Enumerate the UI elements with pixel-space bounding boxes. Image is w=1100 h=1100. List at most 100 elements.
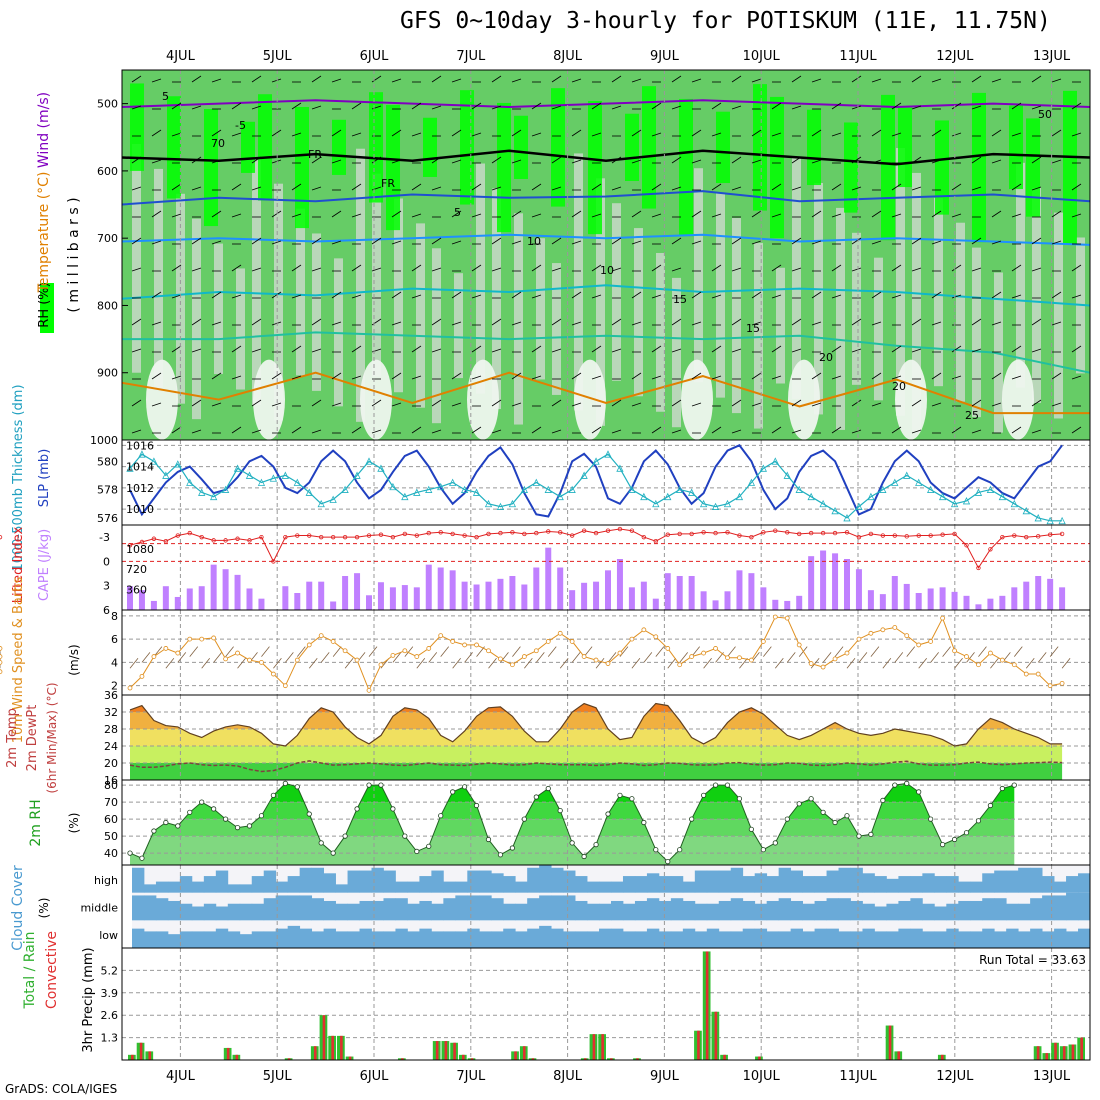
- wind-barb: [611, 75, 622, 83]
- cloud-cell: [694, 870, 708, 893]
- thickness-marker: [413, 488, 421, 496]
- wind-barb: [311, 75, 322, 83]
- wind-barb-10m: [296, 646, 306, 657]
- rh-tick-label: 80: [104, 779, 118, 792]
- rh-wet-band: [460, 90, 474, 205]
- wind-speed-marker: [964, 654, 969, 659]
- lifted-index-marker: [964, 543, 969, 548]
- precip-tick-label: 2.6: [101, 1009, 119, 1022]
- wind-speed-marker: [354, 657, 360, 663]
- wind-barb: [931, 240, 942, 245]
- wind-barb: [191, 318, 202, 326]
- cloud-cell: [467, 870, 480, 893]
- wind-speed-marker: [952, 648, 957, 654]
- wind-barb: [671, 105, 682, 110]
- wind-speed-marker: [557, 630, 563, 636]
- wind-barb: [791, 348, 802, 353]
- cloud-cell: [239, 934, 253, 948]
- rh-marker: [127, 850, 133, 856]
- lifted-index-marker: [259, 534, 264, 540]
- thickness-marker: [652, 499, 660, 508]
- rh-wet-band: [642, 86, 656, 209]
- wind-barb: [571, 372, 582, 380]
- cloud-cell: [599, 928, 612, 948]
- wind-barb-10m: [834, 646, 844, 657]
- cape-tick-label: 360: [126, 584, 147, 597]
- precip-convective-bar: [435, 1041, 439, 1060]
- cape-axis-label: CAPE (J/kg): [37, 529, 52, 601]
- wind-barb: [231, 102, 242, 110]
- wind-barb: [831, 294, 842, 299]
- wind-barb: [971, 237, 982, 245]
- wind-barb: [771, 345, 782, 353]
- cloud-cell: [790, 900, 803, 921]
- precip-convective-bar: [636, 1058, 639, 1060]
- wind-barb: [151, 240, 162, 245]
- wind-barb: [971, 186, 982, 191]
- cape-bar: [999, 595, 1006, 610]
- cape-bar: [198, 586, 205, 610]
- wind-barb: [511, 372, 522, 380]
- wind-barb: [771, 102, 782, 110]
- cloud-cell: [275, 895, 289, 921]
- wind-barb-10m: [392, 652, 402, 663]
- wind-barb: [331, 210, 342, 218]
- temp-tick-label: 28: [104, 723, 118, 736]
- wind-speed-marker: [581, 654, 587, 659]
- wind-barb: [531, 213, 542, 218]
- wind-speed-marker: [474, 642, 479, 648]
- cloud-cell: [754, 903, 768, 921]
- wind-barb: [391, 291, 402, 299]
- thickness-marker: [425, 485, 433, 493]
- cloud-cell: [143, 895, 157, 921]
- page-title: GFS 0~10day 3-hourly for POTISKUM (11E, …: [400, 8, 1051, 34]
- wind-barb-10m: [607, 652, 617, 663]
- thickness-marker: [807, 492, 815, 501]
- rh-dry-band: [476, 163, 485, 394]
- wind-barb: [731, 399, 742, 407]
- thickness-marker: [783, 471, 791, 479]
- precip-convective-bar: [131, 1054, 134, 1060]
- wind-barb: [891, 102, 902, 110]
- precip-convective-bar: [697, 1030, 700, 1060]
- wind-speed-line: [129, 616, 1063, 692]
- cloud-cell: [263, 898, 277, 921]
- wind-barb: [271, 291, 282, 299]
- thickness-marker: [795, 485, 803, 493]
- rh-wet-band: [753, 84, 767, 211]
- precip-convective-bar: [331, 1035, 334, 1060]
- wind-barb: [751, 210, 762, 218]
- wind-barb: [451, 372, 462, 380]
- lifted-index-marker: [629, 528, 635, 533]
- precip-convective-bar: [340, 1035, 343, 1060]
- lifted-index-marker: [868, 531, 874, 537]
- wind-barb-10m: [1025, 657, 1035, 669]
- cloud-cell: [898, 876, 911, 893]
- cloud-cell: [311, 898, 324, 921]
- cloud-cell: [335, 903, 348, 921]
- wind10-axis-label: 10m Wind Speed & Barbs: [11, 577, 26, 744]
- wind-barb: [491, 156, 502, 164]
- wind-tick-label: 2: [111, 680, 118, 693]
- rh-marker: [306, 811, 312, 817]
- wind-barb: [991, 402, 1002, 407]
- lifted-index-marker: [0, 534, 3, 540]
- lifted-index-marker: [1059, 531, 1065, 537]
- thickness-marker: [1046, 516, 1054, 525]
- cloud-cell: [263, 870, 277, 893]
- wind-barb: [791, 186, 802, 191]
- rh-marker: [234, 824, 241, 831]
- contour-label: -5: [235, 119, 246, 132]
- rh-dry-band: [1016, 162, 1025, 388]
- cloud-cell: [227, 884, 241, 893]
- lifted-index-marker: [725, 530, 730, 535]
- wind-barb: [451, 402, 462, 407]
- wind-barb: [271, 159, 282, 164]
- wind-barb: [931, 129, 942, 137]
- cloud-cell: [874, 906, 887, 921]
- bottom-date-label: 5JUL: [263, 1069, 293, 1084]
- wind-barb: [1071, 345, 1082, 353]
- contour-label: 15: [673, 293, 687, 306]
- lifted-index-marker: [510, 530, 515, 535]
- wind-barb: [1011, 183, 1022, 191]
